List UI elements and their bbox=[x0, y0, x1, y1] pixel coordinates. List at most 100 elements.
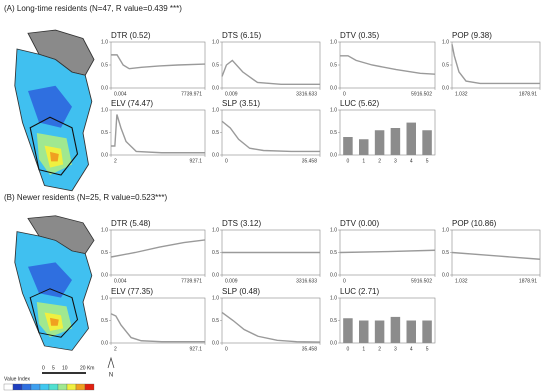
y-tick-label: 0.5 bbox=[212, 130, 219, 136]
x-tick-label: 3 bbox=[394, 346, 397, 352]
map bbox=[15, 216, 94, 351]
y-tick-label: 1.0 bbox=[101, 39, 108, 45]
y-tick-label: 0.0 bbox=[212, 272, 219, 278]
plot-frame bbox=[222, 110, 320, 155]
y-tick-label: 0.5 bbox=[101, 130, 108, 136]
x-tick-label: 2 bbox=[114, 346, 117, 352]
x-tick-label: 0 bbox=[347, 346, 350, 352]
chart-title: SLP (0.48) bbox=[222, 287, 260, 296]
legend-swatch bbox=[58, 384, 67, 390]
y-tick-label: 0.0 bbox=[330, 272, 337, 278]
x-tick-label: 7739.971 bbox=[181, 91, 202, 97]
legend-swatch bbox=[76, 384, 85, 390]
plot-frame bbox=[222, 298, 320, 343]
x-tick-label: 5 bbox=[426, 158, 429, 164]
y-tick-label: 1.0 bbox=[212, 39, 219, 45]
y-tick-label: 1.0 bbox=[330, 39, 337, 45]
chart-title: DTR (5.48) bbox=[111, 219, 151, 228]
y-tick-label: 0.0 bbox=[101, 340, 108, 346]
y-tick-label: 1.0 bbox=[212, 295, 219, 301]
chart-title: SLP (3.51) bbox=[222, 99, 260, 108]
bar bbox=[407, 321, 417, 344]
x-tick-label: 0 bbox=[347, 158, 350, 164]
y-tick-label: 1.0 bbox=[442, 39, 449, 45]
response-curve bbox=[340, 250, 435, 252]
y-tick-label: 0.5 bbox=[442, 250, 449, 256]
scale-label: 20 Km bbox=[80, 365, 94, 371]
y-tick-label: 1.0 bbox=[330, 295, 337, 301]
response-curve bbox=[222, 312, 320, 342]
y-tick-label: 1.0 bbox=[101, 107, 108, 113]
section-heading: (A) Long-time residents (N=47, R value=0… bbox=[4, 4, 182, 13]
legend-swatch bbox=[40, 384, 49, 390]
y-tick-label: 0.0 bbox=[442, 85, 449, 91]
scale-label: 5 bbox=[52, 365, 55, 371]
x-tick-label: 1878.91 bbox=[519, 278, 537, 284]
chart-title: DTS (3.12) bbox=[222, 219, 261, 228]
bar bbox=[375, 321, 385, 344]
y-tick-label: 0.0 bbox=[212, 340, 219, 346]
y-tick-label: 0.0 bbox=[101, 85, 108, 91]
y-tick-label: 0.5 bbox=[212, 318, 219, 324]
figure: (A) Long-time residents (N=47, R value=0… bbox=[0, 0, 544, 392]
plot-frame bbox=[111, 298, 205, 343]
y-tick-label: 0.0 bbox=[212, 152, 219, 158]
y-tick-label: 0.5 bbox=[330, 62, 337, 68]
bar bbox=[375, 130, 385, 155]
legend-swatch bbox=[49, 384, 58, 390]
bar bbox=[407, 123, 417, 155]
x-tick-label: 1878.91 bbox=[519, 91, 537, 97]
x-tick-label: 0.009 bbox=[225, 278, 238, 284]
north-label: N bbox=[109, 373, 113, 379]
x-tick-label: 0.009 bbox=[225, 91, 238, 97]
x-tick-label: 4 bbox=[410, 158, 413, 164]
x-tick-label: 5 bbox=[426, 346, 429, 352]
bar bbox=[391, 128, 401, 155]
plot-frame bbox=[340, 298, 435, 343]
y-tick-label: 0.0 bbox=[212, 85, 219, 91]
chart-title: ELV (74.47) bbox=[111, 99, 153, 108]
plot-frame bbox=[340, 110, 435, 155]
y-tick-label: 0.5 bbox=[330, 250, 337, 256]
x-tick-label: 0 bbox=[225, 158, 228, 164]
y-tick-label: 0.5 bbox=[101, 250, 108, 256]
chart-title: DTV (0.35) bbox=[340, 31, 379, 40]
x-tick-label: 1.032 bbox=[455, 91, 468, 97]
y-tick-label: 0.5 bbox=[212, 250, 219, 256]
legend-swatch bbox=[22, 384, 31, 390]
x-tick-label: 3316.633 bbox=[296, 278, 317, 284]
bar bbox=[343, 318, 353, 343]
y-tick-label: 0.5 bbox=[101, 318, 108, 324]
response-curve bbox=[452, 44, 540, 83]
y-tick-label: 1.0 bbox=[101, 295, 108, 301]
y-tick-label: 1.0 bbox=[330, 107, 337, 113]
x-tick-label: 5916.502 bbox=[411, 91, 432, 97]
bar bbox=[422, 130, 432, 155]
y-tick-label: 0.5 bbox=[442, 62, 449, 68]
y-tick-label: 1.0 bbox=[442, 227, 449, 233]
x-tick-label: 1 bbox=[362, 346, 365, 352]
x-tick-label: 35.458 bbox=[302, 346, 318, 352]
x-tick-label: 0 bbox=[225, 346, 228, 352]
x-tick-label: 927.1 bbox=[189, 346, 202, 352]
chart-title: ELV (77.35) bbox=[111, 287, 153, 296]
bar bbox=[359, 139, 369, 155]
scale-label: 10 bbox=[62, 365, 68, 371]
response-curve bbox=[340, 56, 435, 74]
x-tick-label: 2 bbox=[114, 158, 117, 164]
x-tick-label: 1 bbox=[362, 158, 365, 164]
x-tick-label: 0 bbox=[343, 278, 346, 284]
legend-swatch bbox=[85, 384, 94, 390]
y-tick-label: 0.0 bbox=[101, 272, 108, 278]
y-tick-label: 0.5 bbox=[330, 130, 337, 136]
x-tick-label: 2 bbox=[378, 158, 381, 164]
y-tick-label: 1.0 bbox=[101, 227, 108, 233]
y-tick-label: 0.0 bbox=[330, 85, 337, 91]
x-tick-label: 5916.502 bbox=[411, 278, 432, 284]
y-tick-label: 1.0 bbox=[330, 227, 337, 233]
y-tick-label: 0.5 bbox=[212, 62, 219, 68]
plot-frame bbox=[340, 42, 435, 88]
legend-swatch bbox=[4, 384, 13, 390]
scale-label: 0 bbox=[42, 365, 45, 371]
response-curve bbox=[452, 253, 540, 260]
